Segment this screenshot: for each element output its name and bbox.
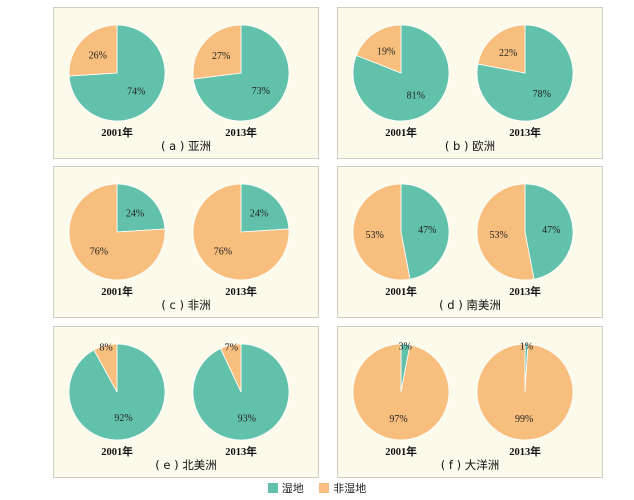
panel-title: ( b ) 欧洲 [444,139,496,153]
pie-panel: 3% 97% 2001年 1% 99% 2013年 ( f ) 大洋洲 [337,326,603,478]
pie-slice-nonwetland [476,183,535,281]
pie-panel: 81% 19% 2001年 78% 22% 2013年 ( b ) 欧洲 [337,7,603,159]
year-label: 2001年 [385,126,417,139]
pie-slice-nonwetland [220,343,242,393]
pie-slice-wetland [524,183,574,280]
pie-pair-svg: 81% 19% 2001年 78% 22% 2013年 [352,24,574,139]
data-label-nonwetland: 76% [90,247,108,258]
data-label-nonwetland: 8% [99,343,112,354]
pie-slice-nonwetland [93,343,118,393]
year-label: 2013年 [225,285,257,298]
pie-slice-nonwetland [352,343,450,441]
data-label-nonwetland: 99% [515,414,533,425]
panel-title: ( a ) 亚洲 [161,139,211,153]
pie-slice-nonwetland [68,183,166,281]
legend-swatch-nonwetland [319,483,330,493]
legend-label-nonwetland: 非湿地 [333,482,367,495]
year-label: 2013年 [225,126,257,139]
data-label-wetland: 47% [418,225,436,236]
pie-pair-svg: 47% 53% 2001年 47% 53% 2013年 [352,183,574,298]
data-label-nonwetland: 53% [490,230,508,241]
year-label: 2013年 [509,445,541,458]
pie-slice-nonwetland [355,24,402,74]
year-label: 2001年 [385,445,417,458]
data-label-wetland: 3% [398,342,411,353]
data-label-nonwetland: 76% [214,247,232,258]
data-label-wetland: 74% [127,87,145,98]
legend-swatch-wetland [267,483,278,493]
pie-slice-wetland [352,24,450,122]
pie-slice-nonwetland [476,343,574,441]
pie-panel: 74% 26% 2001年 73% 27% 2013年 ( a ) 亚洲 [53,7,319,159]
legend-label-wetland: 湿地 [281,482,304,495]
year-label: 2001年 [101,445,133,458]
data-label-wetland: 24% [126,208,144,219]
data-label-wetland: 24% [250,208,268,219]
data-label-nonwetland: 19% [377,47,395,58]
data-label-wetland: 47% [542,225,560,236]
data-label-wetland: 78% [533,89,551,100]
legend-item-nonwetland: 非湿地 [319,480,366,496]
pie-slice-wetland [240,183,290,233]
data-label-nonwetland: 26% [89,50,107,61]
pie-pair-svg: 3% 97% 2001年 1% 99% 2013年 [352,341,574,458]
data-label-nonwetland: 53% [366,230,384,241]
pie-slice-nonwetland [68,24,118,77]
data-label-wetland: 73% [252,86,270,97]
legend-item-wetland: 湿地 [267,480,304,496]
year-label: 2013年 [509,126,541,139]
panel-title: ( e ) 北美洲 [155,458,217,472]
pie-pair-svg: 24% 76% 2001年 24% 76% 2013年 [68,183,290,298]
panel-title: ( c ) 非洲 [161,298,211,312]
data-label-nonwetland: 27% [212,51,230,62]
panel-title: ( f ) 大洋洲 [440,458,500,472]
pie-panel: 47% 53% 2001年 47% 53% 2013年 ( d ) 南美洲 [337,166,603,318]
year-label: 2013年 [509,285,541,298]
pie-slice-nonwetland [352,183,411,281]
data-label-wetland: 92% [114,413,132,424]
pie-slice-wetland [116,183,166,233]
pie-panel: 92% 8% 2001年 93% 7% 2013年 ( e ) 北美洲 [53,326,319,478]
pie-panel: 24% 76% 2001年 24% 76% 2013年 ( c ) 非洲 [53,166,319,318]
pie-slice-nonwetland [192,183,290,281]
pie-pair-svg: 92% 8% 2001年 93% 7% 2013年 [68,342,290,458]
pie-slice-nonwetland [477,24,526,74]
pie-pair-svg: 74% 26% 2001年 73% 27% 2013年 [68,24,290,139]
legend: 湿地 非湿地 [0,480,634,496]
year-label: 2013年 [225,445,257,458]
panel-title: ( d ) 南美洲 [439,298,501,312]
data-label-wetland: 1% [520,341,533,352]
data-label-wetland: 81% [407,90,425,101]
data-label-nonwetland: 97% [389,414,407,425]
pie-slice-nonwetland [192,24,242,80]
pie-slice-wetland [400,183,450,280]
year-label: 2001年 [101,126,133,139]
year-label: 2001年 [101,285,133,298]
year-label: 2001年 [385,285,417,298]
data-label-nonwetland: 7% [225,342,238,353]
data-label-wetland: 93% [238,413,256,424]
data-label-nonwetland: 22% [499,48,517,59]
